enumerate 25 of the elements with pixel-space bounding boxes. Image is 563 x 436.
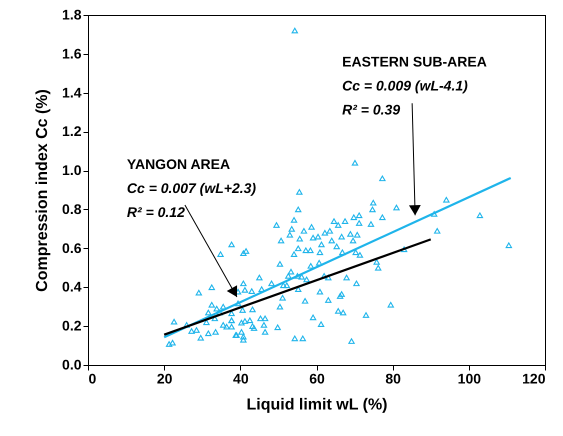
y-tick-label: 1.8: [62, 6, 82, 22]
annotation: R² = 0.39: [342, 101, 400, 118]
y-tick-label: 0.8: [62, 200, 82, 217]
x-axis-title: Liquid limit wL (%): [246, 396, 388, 414]
x-tick-label: 120: [522, 370, 546, 386]
y-tick-label: 1.6: [62, 45, 82, 62]
annotation: YANGON AREA: [126, 156, 230, 172]
x-tick-label: 100: [458, 370, 482, 386]
y-axis-title: Compression index Cc (%): [34, 89, 52, 292]
annotation: Cc = 0.009 (wL-4.1): [342, 77, 468, 94]
x-tick-label: 20: [156, 370, 173, 386]
y-tick-label: 1.4: [62, 84, 82, 100]
x-tick-label: 40: [233, 370, 249, 386]
x-tick-label: 0: [88, 370, 96, 386]
annotation: Cc = 0.007 (wL+2.3): [126, 180, 256, 196]
y-tick-label: 1.2: [62, 123, 82, 140]
y-tick-label: 1.0: [62, 162, 82, 178]
y-tick-label: 0.6: [62, 240, 82, 256]
x-tick-label: 80: [385, 370, 402, 386]
annotation: EASTERN SUB-AREA: [342, 53, 487, 70]
y-tick-label: 0.4: [62, 278, 82, 295]
x-tick-label: 60: [309, 370, 325, 386]
y-tick-label: 0.2: [62, 318, 82, 334]
y-tick-label: 0.0: [62, 356, 82, 372]
annotation: R² = 0.12: [126, 204, 186, 220]
